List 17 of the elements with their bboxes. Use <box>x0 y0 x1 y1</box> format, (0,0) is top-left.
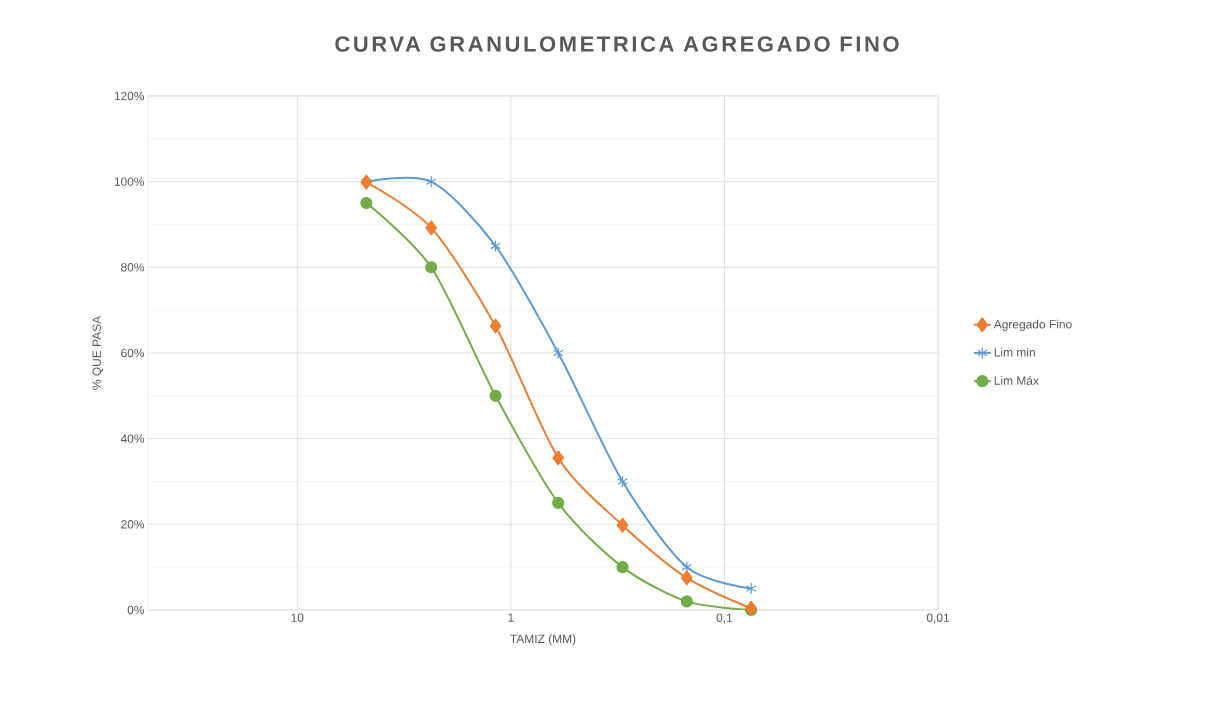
x-tick-label: 0,1 <box>716 613 733 624</box>
chart-title: CURVA GRANULOMETRICA AGREGADO FINO <box>335 36 899 52</box>
legend-label: Agregado Fino <box>993 319 1072 331</box>
y-tick-label: 80% <box>121 263 145 272</box>
y-tick-label: 60% <box>121 348 145 358</box>
y-tick-label: 40% <box>120 434 145 443</box>
x-tick-label: 0,01 <box>926 613 950 624</box>
y-axis-title: % QUE PASA <box>92 315 104 390</box>
x-tick-label: 1 <box>508 613 514 622</box>
x-tick-label: 10 <box>291 613 304 622</box>
y-tick-label: 120% <box>114 91 145 101</box>
x-axis-title: TAMIZ (MM) <box>510 634 576 646</box>
legend-label: Lim min <box>994 347 1035 357</box>
y-tick-label: 20% <box>121 520 145 529</box>
legend-label: Lim Máx <box>994 375 1039 385</box>
y-tick-label: 0% <box>127 605 145 615</box>
y-tick-label: 100% <box>114 177 145 186</box>
